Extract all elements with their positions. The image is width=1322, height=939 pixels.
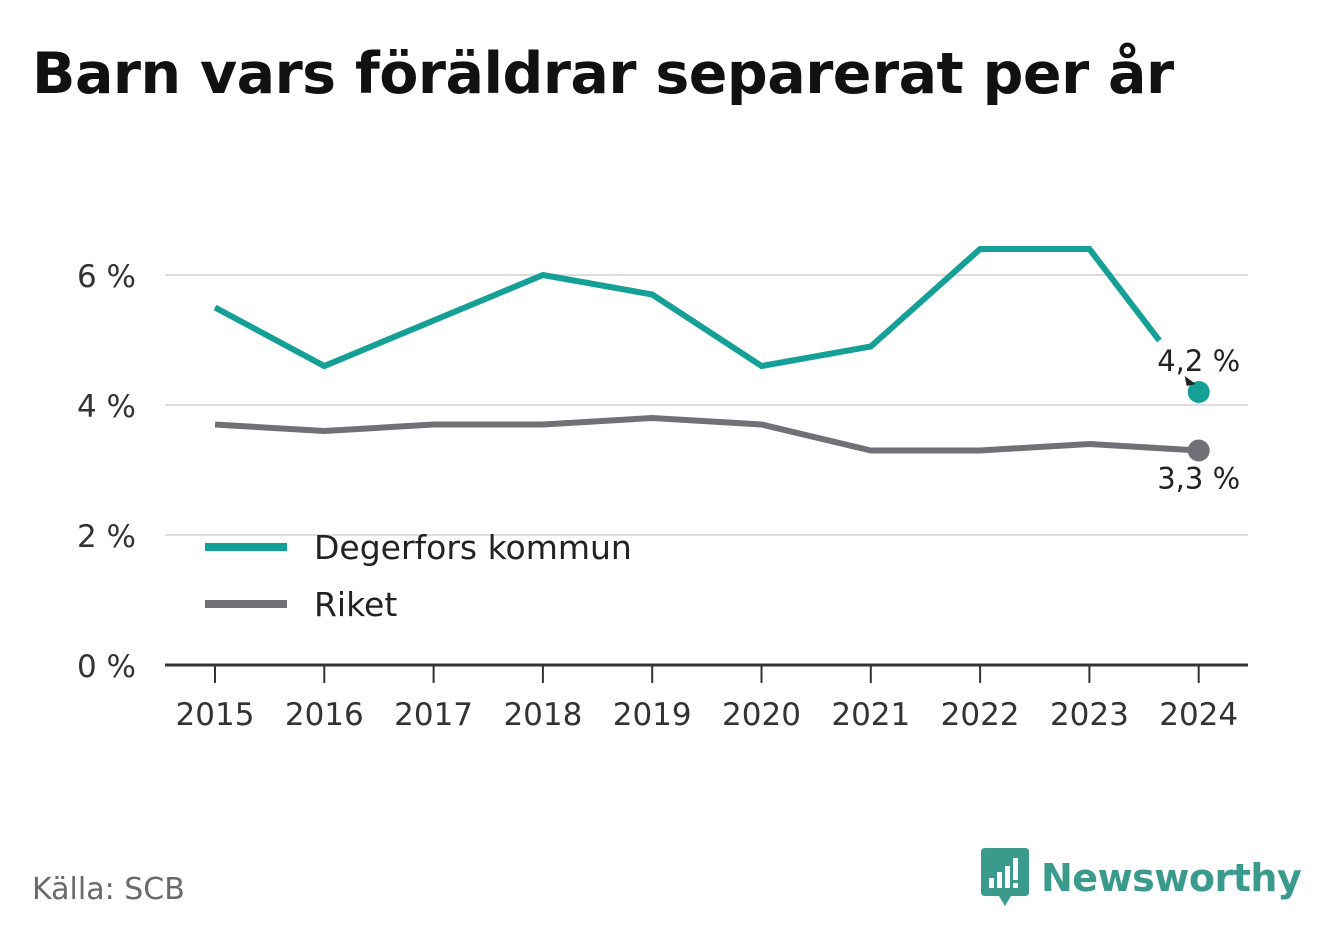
legend: Degerfors kommun Riket <box>205 528 632 624</box>
end-label-pointer <box>1184 376 1196 386</box>
x-tick-label: 2018 <box>503 697 582 733</box>
x-tick-label: 2020 <box>722 697 801 733</box>
series-end-point <box>1187 381 1210 403</box>
source-note: Källa: SCB <box>32 872 185 907</box>
brand-name: Newsworthy <box>1041 856 1302 900</box>
x-tick-label: 2021 <box>831 697 910 733</box>
series-end-point <box>1187 439 1210 462</box>
x-tick-label: 2024 <box>1159 697 1238 733</box>
y-tick-label: 2 % <box>77 519 136 555</box>
newsworthy-logo-icon <box>981 848 1029 906</box>
y-axis-tick-labels: 0 % 2 % 4 % 6 % <box>77 259 136 685</box>
legend-label: Riket <box>314 585 397 624</box>
legend-label: Degerfors kommun <box>314 528 632 567</box>
x-axis: 2015 2016 2017 2018 2019 2020 2021 2022 2023 2024 <box>165 663 1248 733</box>
y-tick-label: 4 % <box>77 389 136 425</box>
x-tick-label: 2023 <box>1050 697 1129 733</box>
end-labels: 4,2 % 3,3 % <box>1157 344 1240 496</box>
end-value-label: 3,3 % <box>1157 462 1240 496</box>
series-line <box>213 246 1162 370</box>
series-lines <box>213 246 1210 462</box>
gridlines <box>165 274 1248 536</box>
chart-title: Barn vars föräldrar separerat per år <box>32 41 1174 107</box>
x-tick-label: 2016 <box>285 697 364 733</box>
series-line <box>214 414 1191 454</box>
brand-logo: Newsworthy <box>981 848 1302 908</box>
x-tick-label: 2022 <box>941 697 1020 733</box>
end-value-label: 4,2 % <box>1157 344 1240 378</box>
y-tick-label: 6 % <box>77 259 136 295</box>
y-tick-label: 0 % <box>77 649 136 685</box>
x-tick-label: 2017 <box>394 697 473 733</box>
x-tick-label: 2019 <box>613 697 692 733</box>
x-tick-label: 2015 <box>176 697 255 733</box>
